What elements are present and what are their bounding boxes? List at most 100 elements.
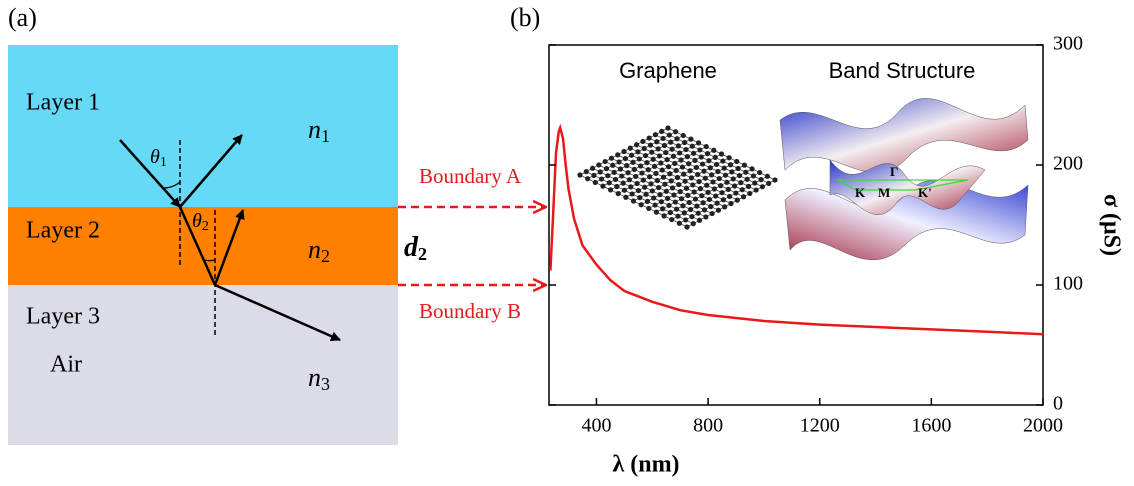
lattice-atom [672, 161, 677, 166]
lattice-atom [736, 166, 741, 171]
lattice-atom [661, 175, 666, 180]
lattice-atom [659, 129, 664, 134]
lattice-atom [727, 194, 732, 199]
lattice-atom [621, 149, 626, 154]
lattice-atom [710, 211, 715, 216]
lattice-atom [694, 204, 699, 209]
lattice-atom [593, 180, 598, 185]
symmetry-point: M [878, 185, 890, 200]
lattice-atom [718, 183, 723, 188]
lattice-atom [731, 176, 736, 181]
lattice-atom [695, 172, 700, 177]
lattice-atom [680, 164, 685, 169]
lattice-atom [584, 169, 589, 174]
figure: (a) Layer 1 Layer 2 Layer 3 Air n1 n2 n3… [0, 0, 1134, 486]
lattice-atom [710, 179, 715, 184]
lattice-atom [676, 143, 681, 148]
y-axis-label: σ (μS) [1098, 194, 1124, 256]
lattice-atom [698, 186, 703, 191]
lattice-atom [705, 151, 710, 156]
inset-title: Band Structure [829, 58, 976, 83]
lattice-atom [630, 160, 635, 165]
lattice-atom [665, 157, 670, 162]
lattice-atom [724, 180, 729, 185]
band-structure-inset: K M Γ K' [780, 98, 1028, 259]
lattice-atom [690, 182, 695, 187]
lattice-atom [694, 165, 699, 170]
lattice-atom [647, 174, 652, 179]
lattice-atom [723, 173, 728, 178]
lattice-atom [638, 163, 643, 168]
lattice-atom [737, 173, 742, 178]
lattice-atom [625, 170, 630, 175]
lattice-atom [729, 169, 734, 174]
x-tick-label: 800 [693, 415, 723, 437]
symbol: n [308, 115, 321, 144]
lattice-atom [660, 206, 665, 211]
lattice-atom [648, 181, 653, 186]
lattice-atom [668, 210, 673, 215]
lattice-atom [666, 203, 671, 208]
lattice-atom [667, 132, 672, 137]
lattice-atom [662, 143, 667, 148]
lattice-atom [728, 201, 733, 206]
lattice-atom [697, 218, 702, 223]
lattice-atom [722, 204, 727, 209]
lattice-atom [624, 163, 629, 168]
lattice-atom [708, 204, 713, 209]
lattice-atom [678, 157, 683, 162]
layer-name: Layer 2 [26, 218, 100, 244]
boundary-label: Boundary A [419, 164, 522, 188]
lattice-atom [683, 179, 688, 184]
lattice-atom [699, 154, 704, 159]
lattice-atom [610, 163, 615, 168]
lattice-atom [655, 178, 660, 183]
lattice-atom [671, 154, 676, 159]
lattice-atom [722, 166, 727, 171]
lattice-atom [717, 176, 722, 181]
lattice-atom [699, 193, 704, 198]
lattice-atom [747, 191, 752, 196]
lattice-atom [657, 192, 662, 197]
lattice-atom [640, 139, 645, 144]
lattice-atom [677, 221, 682, 226]
lattice-atom [660, 167, 665, 172]
lattice-atom [660, 136, 665, 141]
lattice-atom [704, 183, 709, 188]
panel-b: (b) K M Γ K' Graphene Band Structure λ (… [510, 3, 1125, 478]
symbol: n [308, 235, 321, 264]
angle-arc [204, 260, 215, 261]
lattice-atom [681, 172, 686, 177]
lattice-atom [720, 158, 725, 163]
lattice-atom [701, 200, 706, 205]
lattice-atom [646, 206, 651, 211]
y-tick-label: 300 [1053, 33, 1083, 55]
lattice-atom [622, 188, 627, 193]
lattice-atom [706, 158, 711, 163]
lattice-atom [703, 214, 708, 219]
symmetry-point: K' [918, 185, 932, 200]
lattice-atom [675, 214, 680, 219]
lattice-atom [749, 166, 754, 171]
lattice-atom [679, 196, 684, 201]
lattice-atom [702, 207, 707, 212]
lattice-atom [703, 176, 708, 181]
symbol: d [404, 232, 419, 263]
lattice-atom [691, 221, 696, 226]
lattice-atom [665, 196, 670, 201]
layer-note: Air [50, 352, 82, 378]
lattice-atom [644, 160, 649, 165]
panel-label: (a) [8, 3, 37, 32]
lattice-atom [674, 168, 679, 173]
lattice-atom [634, 142, 639, 147]
lattice-atom [671, 192, 676, 197]
lattice-atom [603, 159, 608, 164]
lattice-atom [604, 166, 609, 171]
graphene-inset [577, 125, 777, 229]
lattice-atom [619, 173, 624, 178]
panel-label: (b) [510, 3, 540, 32]
lattice-atom [629, 153, 634, 158]
lattice-atom [745, 177, 750, 182]
subscript: 3 [321, 374, 330, 394]
lattice-atom [743, 170, 748, 175]
